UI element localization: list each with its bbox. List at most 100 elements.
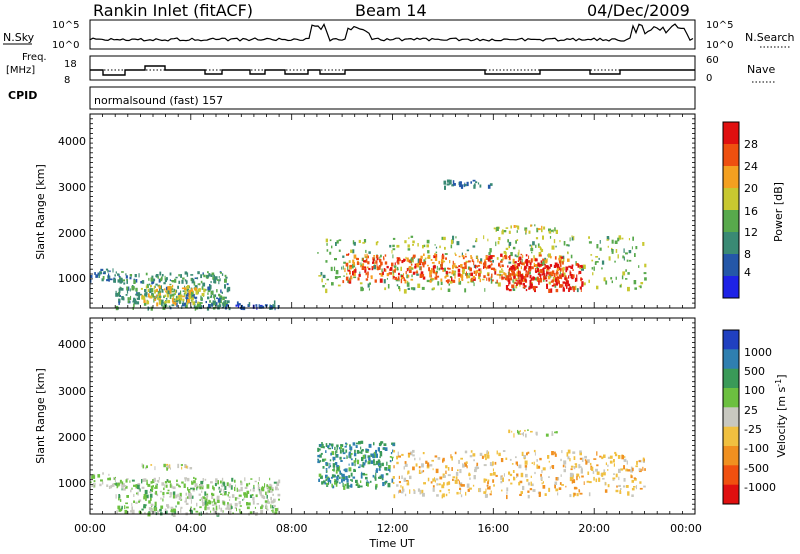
- velocity-cell: [206, 484, 210, 489]
- velocity-cell: [423, 482, 426, 485]
- velocity-cell: [555, 488, 559, 492]
- velocity-cell: [193, 487, 196, 490]
- power-cell: [368, 282, 371, 285]
- power-cell: [187, 299, 190, 303]
- velocity-cell: [490, 490, 492, 493]
- velocity-cell: [124, 505, 126, 510]
- power-cell: [525, 289, 528, 292]
- power-cell: [639, 285, 642, 289]
- velocity-cell: [131, 479, 135, 482]
- velocity-cell: [178, 484, 180, 488]
- velocity-cell: [267, 488, 270, 491]
- power-cell: [452, 235, 455, 240]
- power-cell: [407, 248, 411, 251]
- velocity-colorbar-swatch: [723, 330, 739, 350]
- velocity-cell: [443, 482, 445, 486]
- velocity-cell: [400, 485, 402, 488]
- velocity-cell: [535, 431, 538, 435]
- power-cell: [539, 278, 543, 283]
- velocity-cell: [587, 459, 590, 463]
- velocity-cell: [349, 454, 352, 459]
- velocity-cell: [483, 464, 487, 467]
- velocity-cell: [340, 444, 344, 447]
- velocity-cell: [264, 483, 266, 488]
- velocity-cell: [170, 494, 172, 497]
- velocity-cell: [515, 456, 517, 459]
- velocity-cell: [166, 504, 169, 507]
- power-cell: [129, 274, 133, 277]
- power-cell: [341, 266, 343, 270]
- power-ytick-3000: 3000: [58, 181, 86, 194]
- velocity-cell: [267, 501, 271, 504]
- power-cell: [528, 230, 531, 234]
- power-cell: [528, 271, 531, 275]
- power-cell: [528, 266, 532, 271]
- velocity-cell: [593, 476, 595, 481]
- velocity-cell: [211, 494, 214, 499]
- power-cell: [374, 279, 377, 283]
- cpid-strip: CPID normalsound (fast) 157: [8, 86, 696, 110]
- velocity-cell: [133, 500, 135, 503]
- power-cell: [161, 299, 164, 304]
- power-cell: [568, 265, 571, 268]
- velocity-cell: [336, 465, 339, 468]
- velocity-cell: [579, 492, 583, 495]
- velocity-cell: [317, 458, 320, 462]
- power-cell: [509, 255, 511, 259]
- velocity-cell: [321, 481, 324, 485]
- velocity-cell: [146, 479, 148, 483]
- power-cell: [508, 256, 510, 259]
- power-cell: [392, 254, 394, 259]
- velocity-cell: [221, 510, 224, 513]
- velocity-cell: [239, 508, 241, 513]
- power-cell: [158, 285, 161, 289]
- power-cell: [478, 264, 481, 267]
- velocity-cell: [442, 493, 445, 498]
- power-cell: [488, 264, 491, 269]
- power-cell: [416, 273, 419, 276]
- power-cell: [578, 272, 580, 275]
- power-cell: [488, 252, 491, 256]
- velocity-cell: [338, 447, 341, 450]
- velocity-cell: [413, 490, 416, 494]
- velocity-cell: [330, 452, 332, 456]
- velocity-cell: [392, 458, 393, 462]
- velocity-cell: [483, 478, 486, 483]
- power-cell: [537, 262, 540, 267]
- velocity-cell: [421, 470, 423, 474]
- power-cell: [475, 272, 477, 276]
- velocity-cell: [174, 511, 176, 515]
- power-cell: [432, 269, 435, 274]
- power-cell: [494, 268, 497, 272]
- velocity-cell: [529, 488, 533, 491]
- power-cell: [152, 293, 154, 296]
- power-cell: [325, 288, 328, 294]
- power-cell: [175, 276, 178, 279]
- velocity-cell: [277, 488, 279, 491]
- power-cell: [200, 298, 203, 300]
- power-cell: [489, 183, 493, 186]
- velocity-cell: [562, 464, 565, 468]
- velocity-cell: [355, 445, 358, 448]
- velocity-cell: [216, 497, 220, 501]
- velocity-cell: [169, 492, 172, 495]
- power-cell: [426, 239, 430, 244]
- velocity-cell: [579, 476, 581, 479]
- velocity-cell: [349, 479, 353, 481]
- velocity-colorbar-swatch: [723, 465, 739, 486]
- power-cell: [100, 268, 104, 271]
- velocity-cell: [215, 478, 218, 483]
- velocity-cell: [595, 478, 598, 483]
- power-cell: [507, 288, 510, 290]
- power-cell: [422, 245, 424, 249]
- power-cell: [512, 279, 514, 283]
- power-cell: [389, 244, 392, 248]
- power-cell: [247, 304, 250, 307]
- power-cell: [534, 268, 537, 273]
- power-cell: [487, 265, 490, 269]
- velocity-cell: [190, 487, 193, 490]
- power-cell: [518, 279, 521, 282]
- velocity-cell: [331, 445, 333, 449]
- velocity-cell: [240, 480, 242, 483]
- velocity-cell: [534, 452, 536, 456]
